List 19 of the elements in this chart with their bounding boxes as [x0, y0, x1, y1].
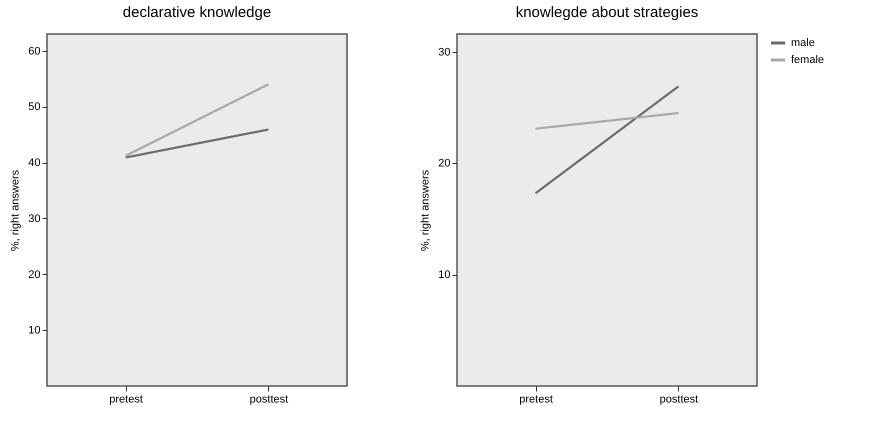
y-tick-label: 30	[28, 212, 40, 225]
y-axis-title: %, right answers	[419, 169, 432, 252]
chart-title: knowlegde about strategies	[516, 4, 698, 21]
y-tick-label: 50	[28, 101, 40, 114]
y-tick-label: 40	[28, 157, 40, 170]
x-tick-label: posttest	[250, 394, 288, 406]
x-tick-label: pretest	[109, 394, 143, 406]
legend-label: male	[791, 37, 815, 49]
x-tick-label: posttest	[660, 394, 698, 406]
y-tick-label: 30	[438, 46, 450, 58]
chart-title: declarative knowledge	[122, 4, 272, 21]
legend-label: female	[791, 54, 824, 66]
y-tick-label: 20	[438, 158, 450, 170]
y-tick-label: 10	[28, 324, 40, 337]
x-tick-label: pretest	[519, 394, 553, 406]
y-tick-label: 20	[28, 268, 40, 281]
y-tick-label: 60	[28, 45, 40, 58]
y-tick-label: 10	[438, 269, 450, 282]
y-axis-title: %, right answers	[9, 169, 22, 252]
